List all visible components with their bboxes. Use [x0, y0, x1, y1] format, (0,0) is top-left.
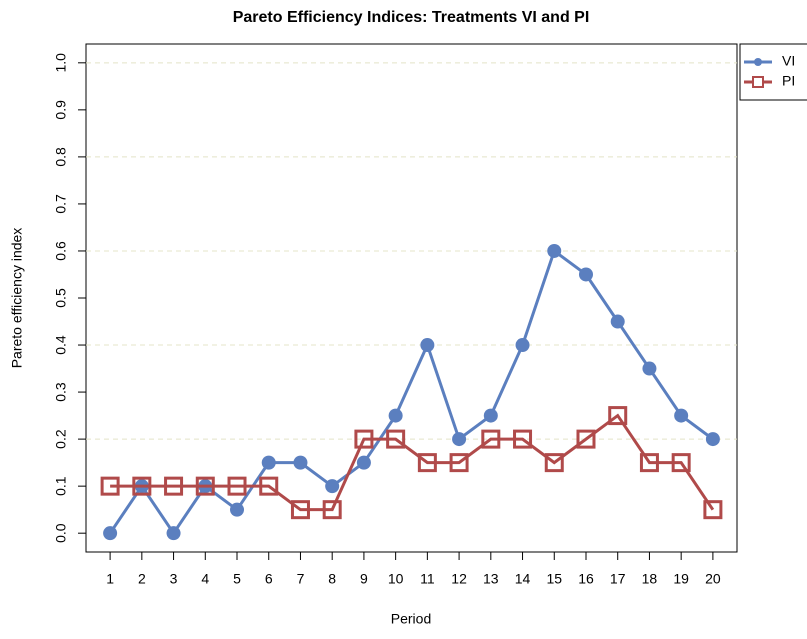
legend-marker — [752, 76, 764, 88]
data-point — [230, 502, 245, 517]
chart-title: Pareto Efficiency Indices: Treatments VI… — [233, 9, 590, 26]
y-tick-label: 0.4 — [53, 335, 69, 355]
data-point — [449, 453, 469, 473]
data-point — [515, 338, 530, 353]
x-tick-label: 2 — [138, 571, 146, 587]
y-tick-label: 0.6 — [53, 241, 69, 261]
data-point — [481, 429, 501, 449]
data-point — [547, 243, 562, 258]
data-point — [195, 476, 215, 496]
data-point — [483, 408, 498, 423]
x-tick-label: 16 — [578, 571, 594, 587]
x-tick-label: 13 — [483, 571, 499, 587]
data-point — [608, 406, 628, 426]
x-tick-label: 1 — [106, 571, 114, 587]
x-tick-label: 17 — [610, 571, 626, 587]
data-point — [576, 429, 596, 449]
legend-marker — [754, 58, 762, 66]
x-tick-label: 18 — [642, 571, 658, 587]
data-point — [452, 432, 467, 447]
y-tick-label: 0.9 — [53, 100, 69, 120]
y-tick-label: 1.0 — [53, 53, 69, 73]
data-point — [420, 338, 435, 353]
data-point — [227, 476, 247, 496]
data-point — [417, 453, 437, 473]
data-point — [356, 455, 371, 470]
data-point — [132, 476, 152, 496]
x-tick-label: 15 — [546, 571, 562, 587]
data-point — [671, 453, 691, 473]
legend-label: PI — [782, 73, 795, 89]
x-tick-label: 6 — [265, 571, 273, 587]
data-point — [103, 526, 118, 541]
data-point — [293, 455, 308, 470]
legend-label: VI — [782, 53, 795, 69]
x-tick-label: 12 — [451, 571, 467, 587]
data-point — [705, 432, 720, 447]
plot-frame — [85, 43, 738, 553]
data-point — [322, 500, 342, 520]
y-tick-label: 0.5 — [53, 288, 69, 308]
y-tick-label: 0.2 — [53, 429, 69, 449]
data-point — [639, 453, 659, 473]
x-tick-label: 5 — [233, 571, 241, 587]
y-tick-label: 0.0 — [53, 523, 69, 543]
data-point — [703, 500, 723, 520]
x-tick-label: 9 — [360, 571, 368, 587]
data-point — [259, 476, 279, 496]
x-tick-label: 10 — [388, 571, 404, 587]
x-tick-label: 20 — [705, 571, 721, 587]
x-tick-label: 19 — [673, 571, 689, 587]
x-tick-label: 11 — [420, 571, 435, 587]
data-point — [166, 526, 181, 541]
x-tick-label: 8 — [328, 571, 336, 587]
data-point — [386, 429, 406, 449]
data-point — [100, 476, 120, 496]
data-point — [325, 479, 340, 494]
data-point — [674, 408, 689, 423]
x-tick-label: 3 — [170, 571, 178, 587]
x-tick-label: 4 — [201, 571, 209, 587]
x-tick-label: 7 — [297, 571, 305, 587]
series-line — [110, 413, 715, 512]
data-point — [642, 361, 657, 376]
y-tick-label: 0.7 — [53, 194, 69, 214]
data-point — [544, 453, 564, 473]
data-point — [164, 476, 184, 496]
legend-box — [739, 43, 807, 101]
y-tick-label: 0.8 — [53, 147, 69, 167]
data-point — [513, 429, 533, 449]
data-point — [261, 455, 276, 470]
data-point — [290, 500, 310, 520]
y-tick-label: 0.1 — [53, 476, 69, 496]
x-tick-label: 14 — [515, 571, 531, 587]
y-axis-label: Pareto efficiency index — [9, 228, 25, 369]
data-point — [388, 408, 403, 423]
data-point — [578, 267, 593, 282]
x-axis-label: Period — [391, 611, 431, 627]
data-point — [354, 429, 374, 449]
y-tick-label: 0.3 — [53, 382, 69, 402]
data-point — [610, 314, 625, 329]
